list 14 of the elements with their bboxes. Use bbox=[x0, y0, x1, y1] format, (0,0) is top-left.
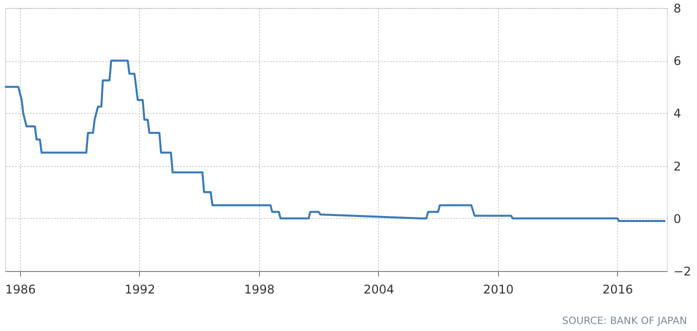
y-tick-label: 2 bbox=[674, 159, 682, 174]
y-tick-label: −2 bbox=[674, 264, 692, 278]
y-tick-label: 4 bbox=[674, 106, 682, 121]
y-tick-label: 6 bbox=[674, 54, 682, 68]
x-tick-label: 2016 bbox=[602, 282, 634, 296]
x-tick-label: 2004 bbox=[364, 282, 394, 296]
y-tick-label: 8 bbox=[674, 2, 682, 16]
source-note: SOURCE: BANK OF JAPAN bbox=[562, 316, 687, 327]
x-tick-label: 1998 bbox=[244, 282, 275, 296]
x-tick-label: 1992 bbox=[124, 282, 156, 296]
x-tick-label: 2010 bbox=[483, 282, 514, 296]
line-series bbox=[4, 60, 666, 222]
x-tick-label: 1986 bbox=[5, 282, 36, 296]
y-tick-label: 0 bbox=[674, 212, 682, 226]
